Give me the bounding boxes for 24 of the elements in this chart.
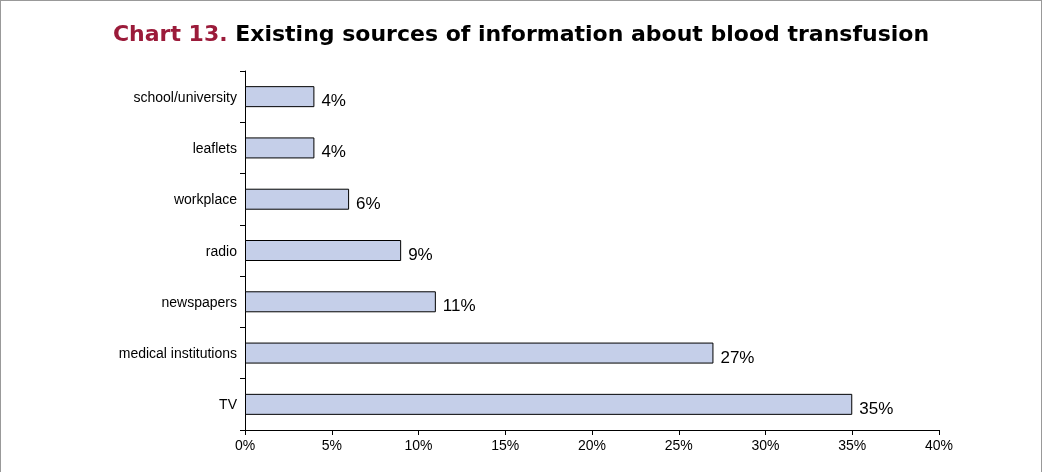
y-tick-label: workplace — [172, 191, 238, 208]
x-tick-label: 10% — [404, 437, 433, 453]
x-tick-label: 15% — [491, 437, 520, 453]
x-tick-label: 5% — [321, 437, 342, 453]
data-label: 6% — [356, 193, 381, 213]
x-tick-label: 35% — [838, 437, 867, 453]
x-tick-label: 30% — [751, 437, 780, 453]
data-label: 11% — [442, 296, 476, 316]
x-tick-label: 0% — [234, 437, 256, 453]
data-label: 27% — [720, 347, 755, 367]
data-label: 9% — [408, 245, 433, 264]
x-tick-label: 40% — [924, 437, 954, 453]
y-tick-label: radio — [205, 242, 238, 259]
data-label: 35% — [859, 398, 894, 418]
data-label: 4% — [321, 142, 346, 162]
y-tick-label: TV — [219, 396, 238, 413]
y-tick-label: leaflets — [192, 139, 237, 156]
chart-title: Chart 13. Existing sources of information about blood transfusion — [112, 20, 930, 46]
y-tick-label: school/university — [133, 88, 237, 105]
data-label: 4% — [321, 91, 346, 111]
y-tick-label: newspapers — [161, 293, 237, 310]
y-tick-label: medical institutions — [118, 345, 237, 362]
x-tick-label: 25% — [664, 437, 693, 453]
x-tick-label: 20% — [577, 437, 607, 453]
